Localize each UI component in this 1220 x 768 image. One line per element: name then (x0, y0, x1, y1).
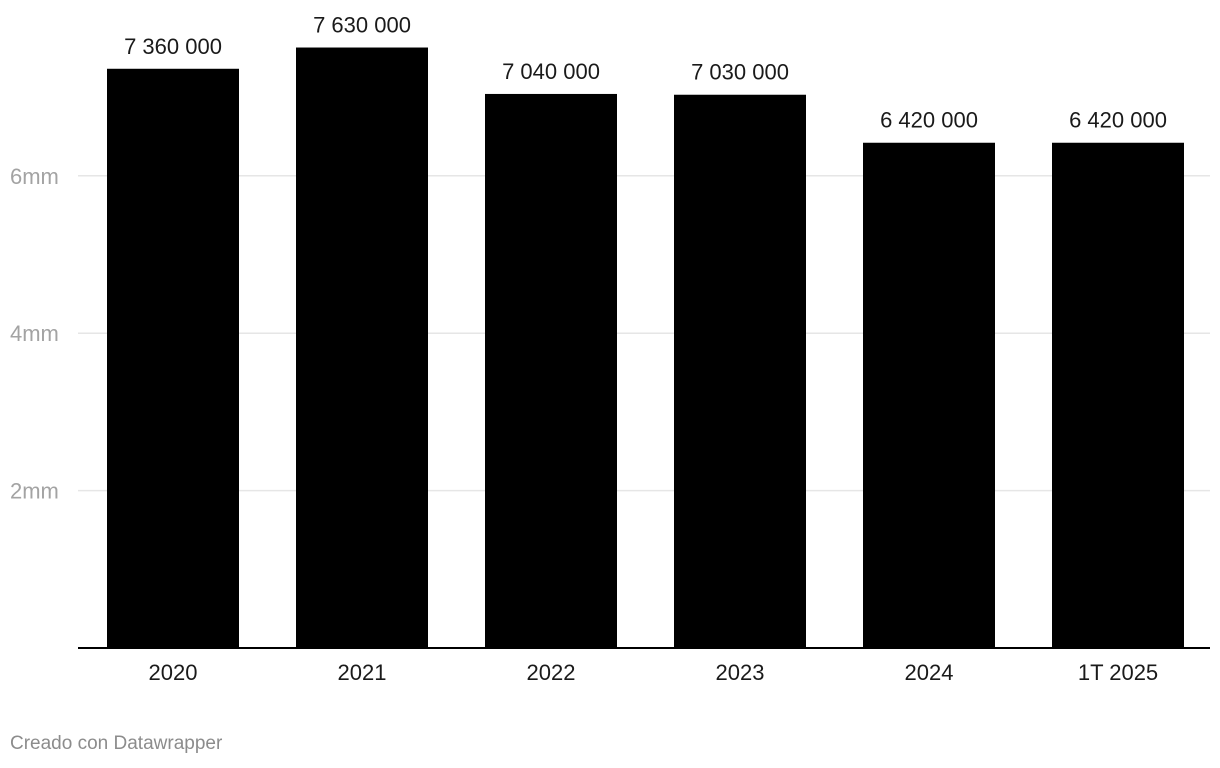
bar (1052, 142, 1184, 648)
x-tick-label: 2023 (716, 660, 765, 685)
x-tick-label: 2021 (338, 660, 387, 685)
credit-text: Creado con Datawrapper (10, 733, 223, 754)
bar-value-label: 6 420 000 (1069, 108, 1167, 133)
bars (107, 47, 1184, 649)
y-tick-label: 4mm (10, 321, 59, 346)
bar (296, 47, 428, 649)
bar-value-label: 7 040 000 (502, 59, 600, 84)
gridlines (78, 175, 1210, 492)
bar (863, 142, 995, 648)
x-tick-label: 1T 2025 (1078, 660, 1158, 685)
bar-value-label: 7 630 000 (313, 13, 411, 38)
x-tick-label: 2020 (149, 660, 198, 685)
bar-value-label: 7 030 000 (691, 60, 789, 85)
bar (674, 94, 806, 648)
y-tick-label: 6mm (10, 164, 59, 189)
bar (485, 93, 617, 648)
x-axis-labels: 2020 2021 2022 2023 2024 1T 2025 (149, 660, 1159, 685)
value-labels: 7 360 000 7 630 000 7 040 000 7 030 000 6 42… (124, 13, 1167, 133)
y-tick-label: 2mm (10, 479, 59, 504)
bar-value-label: 7 360 000 (124, 34, 222, 59)
x-tick-label: 2024 (905, 660, 954, 685)
y-axis-ticks: 2mm 4mm 6mm (10, 164, 59, 504)
x-tick-label: 2022 (527, 660, 576, 685)
bar-value-label: 6 420 000 (880, 108, 978, 133)
bar (107, 68, 239, 648)
